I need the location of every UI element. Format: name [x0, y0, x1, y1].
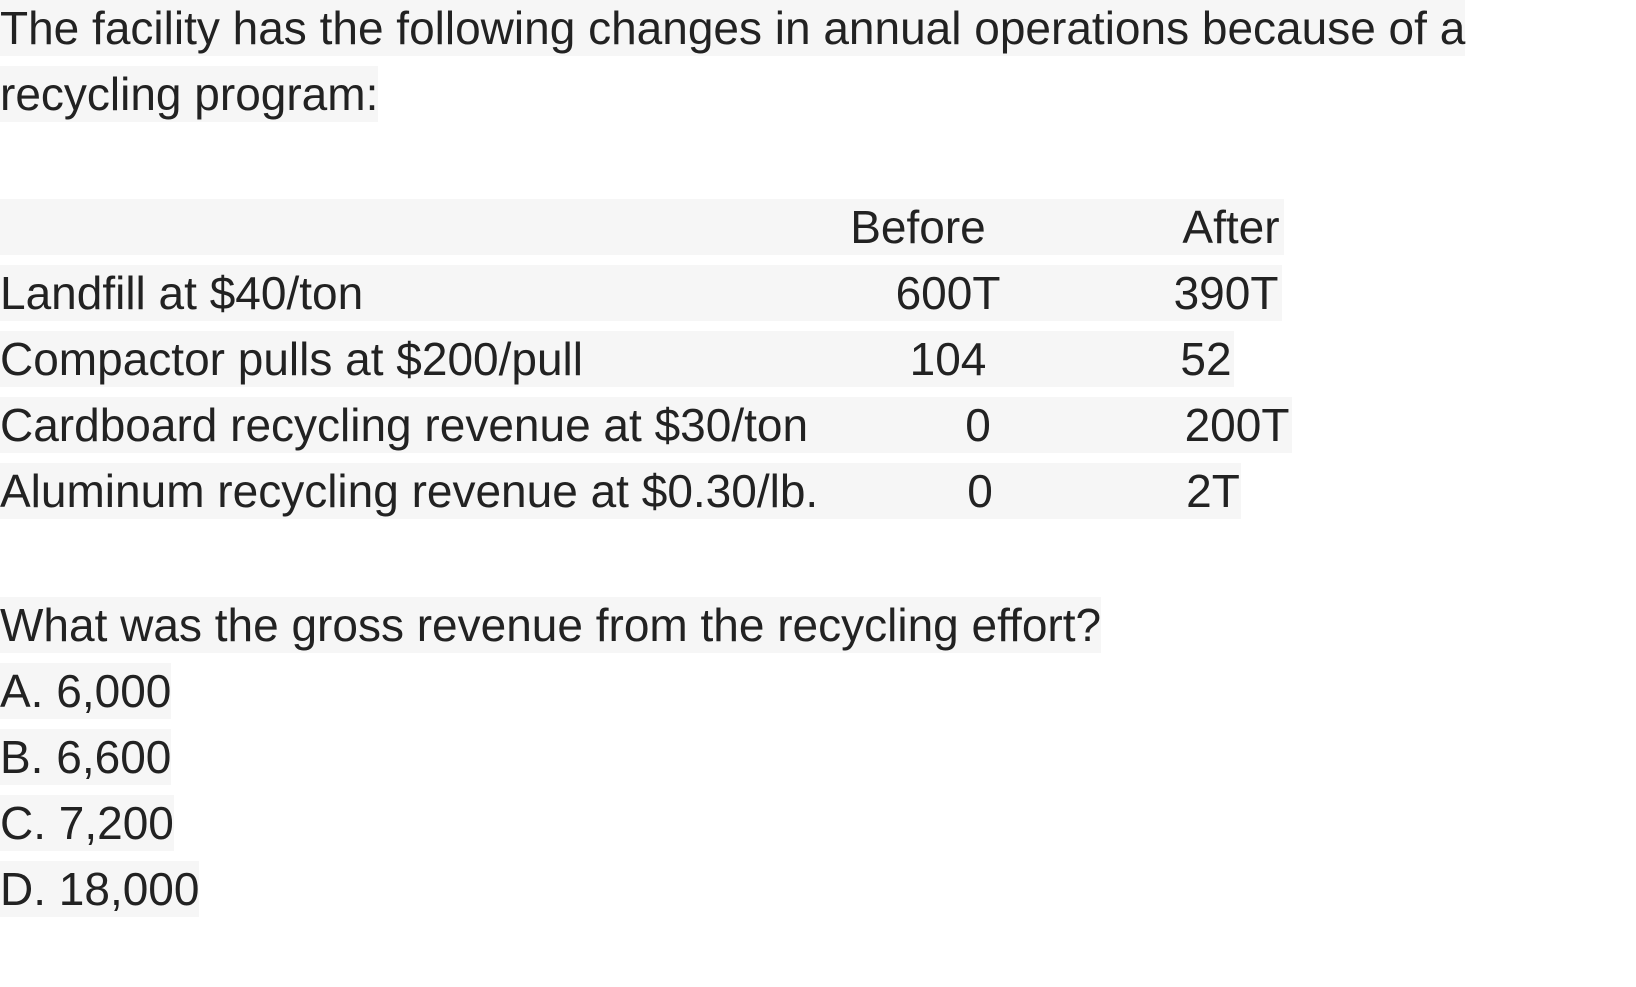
table-row — [0, 463, 1241, 519]
table-row — [0, 265, 1282, 321]
row-after-value: 52 — [1180, 333, 1232, 385]
row-after-value: 390T — [1173, 267, 1279, 319]
question-text: What was the gross revenue from the recy… — [0, 597, 1102, 653]
row-after-value: 2T — [1186, 465, 1240, 517]
intro-text-line-1: The facility has the following changes i… — [0, 0, 1466, 56]
table-row — [0, 397, 1292, 453]
row-label: Cardboard recycling revenue at $30/ton — [0, 399, 809, 451]
row-label: Landfill at $40/ton — [0, 267, 364, 319]
answer-option-d[interactable]: D. 18,000 — [0, 861, 200, 917]
row-before-value: 0 — [965, 399, 991, 451]
column-header-before: Before — [850, 201, 986, 253]
intro-line-1: The facility has the following changes i… — [0, 0, 1466, 56]
answer-option-a[interactable]: A. 6,000 — [0, 663, 172, 719]
row-before-value: 104 — [909, 333, 987, 385]
option-a-label: A. 6,000 — [0, 663, 172, 719]
question-container: What was the gross revenue from the recy… — [0, 597, 1102, 653]
row-label: Aluminum recycling revenue at $0.30/lb. — [0, 465, 819, 517]
answer-option-c[interactable]: C. 7,200 — [0, 795, 174, 851]
row-before-value: 0 — [967, 465, 993, 517]
row-before-value: 600T — [895, 267, 1001, 319]
row-after-value: 200T — [1184, 399, 1290, 451]
intro-text-line-2: recycling program: — [0, 66, 379, 122]
table-header-row — [0, 199, 1284, 255]
option-c-label: C. 7,200 — [0, 795, 174, 851]
table-row — [0, 331, 1234, 387]
answer-option-b[interactable]: B. 6,600 — [0, 729, 172, 785]
option-b-label: B. 6,600 — [0, 729, 172, 785]
row-label: Compactor pulls at $200/pull — [0, 333, 583, 385]
option-d-label: D. 18,000 — [0, 861, 200, 917]
column-header-after: After — [1182, 201, 1280, 253]
intro-line-2: recycling program: — [0, 66, 379, 122]
